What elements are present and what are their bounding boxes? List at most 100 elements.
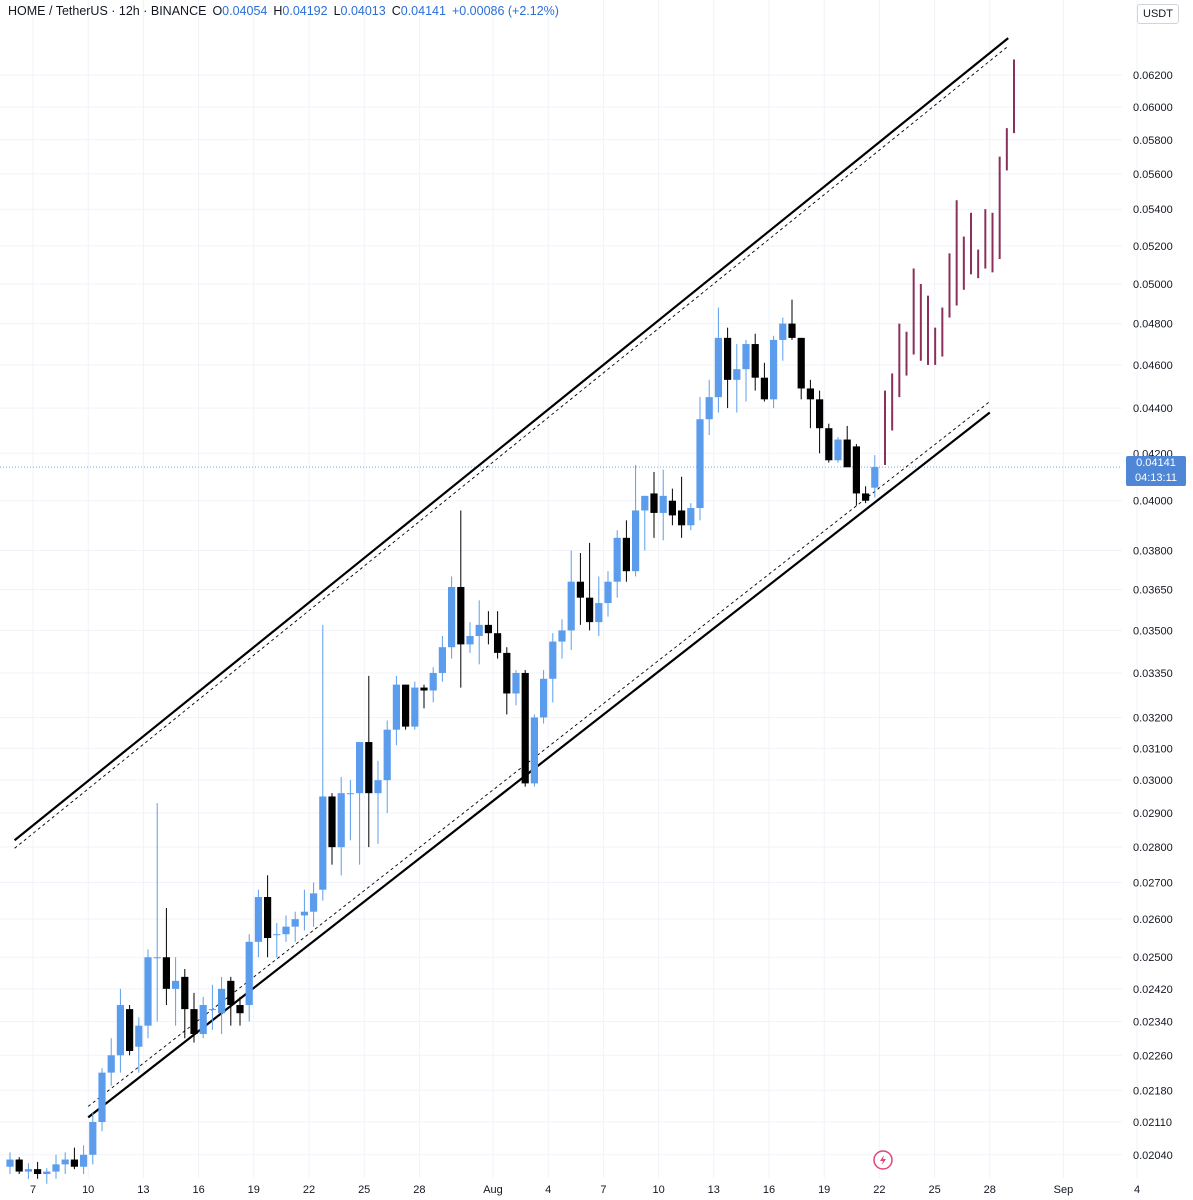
- candle-body: [650, 493, 658, 513]
- high-label: H: [273, 4, 283, 18]
- time-tick-label: Aug: [483, 1184, 503, 1196]
- candle-body: [218, 988, 226, 1014]
- candle-body: [687, 508, 695, 526]
- candle-body: [770, 339, 778, 400]
- candle-body: [402, 684, 410, 727]
- candle-body: [613, 537, 621, 582]
- candle-body: [503, 652, 511, 694]
- symbol-title[interactable]: HOME / TetherUS · 12h · BINANCE: [8, 4, 207, 18]
- price-tick-label: 0.02600: [1133, 914, 1173, 926]
- candle-body: [34, 1169, 42, 1174]
- candle-body: [15, 1159, 23, 1172]
- candle-body: [806, 388, 814, 400]
- candle-body: [751, 344, 759, 378]
- channel-lower-line-dashed: [87, 401, 991, 1107]
- candle-body: [374, 780, 382, 794]
- time-tick-label: 25: [928, 1184, 940, 1196]
- candle-body: [586, 597, 594, 623]
- candle-body: [24, 1169, 32, 1172]
- high-value: 0.04192: [282, 4, 328, 18]
- price-tick-label: 0.03200: [1133, 712, 1173, 724]
- candle-body: [530, 717, 538, 784]
- price-tick-label: 0.04800: [1133, 319, 1173, 331]
- candle-body: [448, 586, 456, 648]
- candle-body: [245, 941, 253, 1006]
- candle-body: [668, 500, 676, 516]
- price-tick-label: 0.02110: [1133, 1117, 1172, 1129]
- candle-body: [714, 337, 722, 398]
- close-label: C: [391, 4, 401, 18]
- candle-body: [576, 581, 584, 598]
- time-tick-label: 28: [984, 1184, 996, 1196]
- candle-body: [604, 581, 612, 604]
- time-tick-label: 10: [652, 1184, 664, 1196]
- open-value: 0.04054: [222, 4, 268, 18]
- candle-body: [549, 641, 557, 679]
- candle-body: [80, 1154, 88, 1167]
- candle-body: [282, 926, 290, 935]
- channel-upper-line[interactable]: [13, 37, 1009, 842]
- candle-body: [190, 1009, 198, 1035]
- price-tick-label: 0.04400: [1133, 403, 1173, 415]
- time-tick-label: 10: [82, 1184, 94, 1196]
- candle-body: [126, 1009, 134, 1051]
- price-tick-label: 0.03100: [1133, 743, 1173, 755]
- candle-body: [319, 796, 327, 890]
- candles: [6, 299, 879, 1184]
- candle-body: [107, 1055, 115, 1073]
- candle-body: [742, 344, 750, 370]
- candle-body: [328, 796, 336, 848]
- candle-body: [797, 337, 805, 389]
- price-tick-label: 0.03650: [1133, 585, 1173, 597]
- price-tick-label: 0.04000: [1133, 496, 1173, 508]
- low-value: 0.04013: [340, 4, 386, 18]
- price-axis[interactable]: 0.06200 0.06000 0.05800 0.05600 0.05400 0.052…: [1133, 70, 1173, 1162]
- candle-body: [457, 586, 465, 645]
- price-tick-label: 0.02040: [1133, 1150, 1173, 1162]
- candle-body: [484, 624, 492, 634]
- price-tick-label: 0.02420: [1133, 984, 1173, 996]
- candle-body: [411, 687, 419, 727]
- candle-body: [6, 1159, 14, 1167]
- time-tick-label: 13: [137, 1184, 149, 1196]
- candle-body: [356, 742, 364, 794]
- candle-body: [521, 672, 529, 784]
- channel-upper-line-dashed: [14, 45, 1009, 849]
- price-tick-label: 0.02900: [1133, 808, 1173, 820]
- candle-body: [512, 672, 520, 694]
- price-tick-label: 0.03500: [1133, 625, 1173, 637]
- channel-lower-line[interactable]: [87, 411, 991, 1119]
- candle-body: [659, 495, 667, 513]
- time-tick-label: 4: [1134, 1184, 1140, 1196]
- candle-body: [724, 337, 732, 380]
- open-label: O: [212, 4, 223, 18]
- bar-countdown: 04:13:11: [1134, 472, 1177, 484]
- candle-body: [862, 493, 870, 501]
- price-tick-label: 0.02340: [1133, 1016, 1173, 1028]
- candle-body: [291, 919, 299, 927]
- last-price-tag: 0.04141 04:13:11: [1126, 456, 1186, 486]
- candle-body: [254, 896, 262, 942]
- currency-button[interactable]: USDT: [1137, 4, 1179, 24]
- candle-body: [852, 446, 860, 494]
- candle-body: [816, 399, 824, 429]
- candle-body: [89, 1121, 97, 1155]
- candle-body: [162, 957, 170, 989]
- candle-body: [466, 635, 474, 645]
- lightning-icon[interactable]: [873, 1150, 893, 1170]
- time-tick-label: 16: [192, 1184, 204, 1196]
- time-tick-label: 28: [413, 1184, 425, 1196]
- candle-body: [153, 957, 161, 959]
- price-tick-label: 0.02260: [1133, 1050, 1173, 1062]
- candle-body: [310, 893, 318, 912]
- price-tick-label: 0.06000: [1133, 102, 1173, 114]
- price-tick-label: 0.05800: [1133, 135, 1173, 147]
- price-tick-label: 0.05400: [1133, 204, 1173, 216]
- grid-lines: [0, 0, 1138, 1178]
- time-axis[interactable]: 7 10 13 16 19 22 25 28 Aug 4 7 10 13 16 19 22 25 28 Sep 4: [30, 1184, 1140, 1196]
- price-tick-label: 0.05000: [1133, 279, 1173, 291]
- candle-body: [300, 911, 308, 916]
- price-tick-label: 0.03800: [1133, 546, 1173, 558]
- candle-body: [641, 495, 649, 511]
